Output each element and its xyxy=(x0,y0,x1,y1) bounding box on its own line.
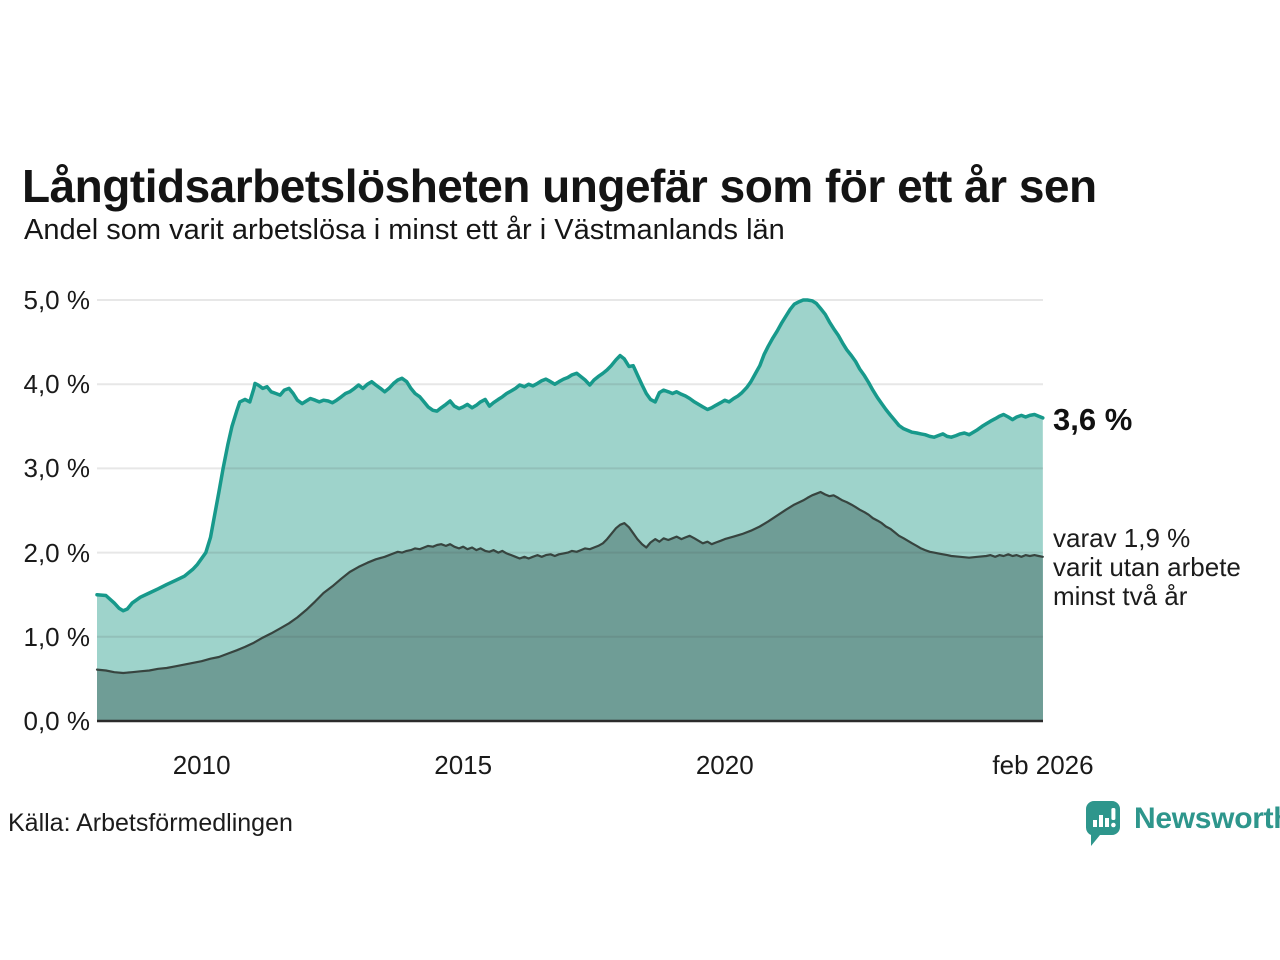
secondary-series-annotation: varav 1,9 % varit utan arbete minst två … xyxy=(1053,523,1241,611)
bar-2 xyxy=(1099,815,1103,827)
series-line-1 xyxy=(95,490,1044,675)
series-line-0 xyxy=(95,298,1045,613)
source-note: Källa: Arbetsförmedlingen xyxy=(8,809,293,837)
page-subtitle: Andel som varit arbetslösa i minst ett å… xyxy=(24,214,785,246)
exclamation-dot xyxy=(1111,822,1116,828)
latest-value-annotation: 3,6 % xyxy=(1053,402,1133,437)
newsworthy-wordmark: Newsworthy xyxy=(1134,802,1280,835)
bar-1 xyxy=(1093,820,1097,827)
bar-3 xyxy=(1105,818,1109,827)
newsworthy-logo: Newsworthy xyxy=(1086,798,1280,850)
exclamation-bar xyxy=(1111,808,1116,820)
page-title: Långtidsarbetslösheten ungefär som för e… xyxy=(22,159,1097,212)
series-area-1 xyxy=(97,492,1043,721)
newsworthy-speech-bubble-bar-chart-icon xyxy=(1086,801,1120,846)
